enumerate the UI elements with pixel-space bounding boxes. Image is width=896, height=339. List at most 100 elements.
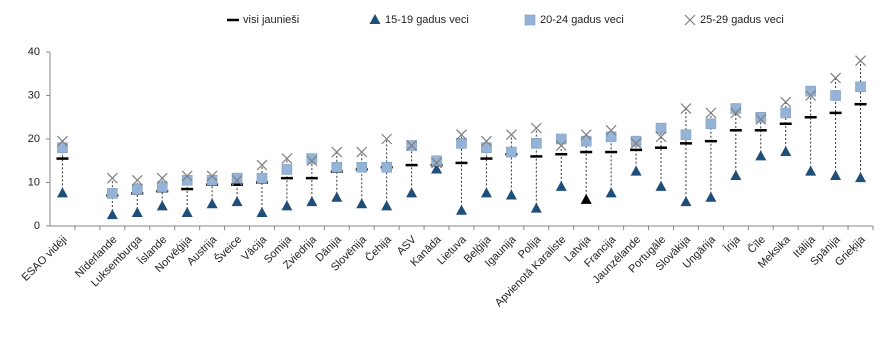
marker-cross bbox=[730, 107, 742, 119]
marker-square bbox=[605, 131, 617, 143]
marker-cross bbox=[780, 96, 792, 108]
cross-stroke bbox=[705, 107, 717, 119]
marker-square bbox=[755, 111, 767, 123]
legend-label: 25-29 gadus veci bbox=[700, 14, 784, 26]
cross-stroke bbox=[505, 129, 517, 141]
marker-square bbox=[680, 129, 692, 140]
cross-stroke bbox=[281, 153, 293, 164]
cross-stroke bbox=[684, 14, 696, 26]
cross-stroke bbox=[106, 172, 118, 184]
marker-cross bbox=[456, 129, 467, 141]
marker-square bbox=[780, 107, 792, 119]
marker-triangle bbox=[381, 200, 393, 211]
marker-square bbox=[107, 188, 118, 199]
y-tick-label: 10 bbox=[28, 176, 40, 188]
marker-cross bbox=[805, 90, 817, 101]
marker-triangle bbox=[580, 193, 592, 204]
marker-cross bbox=[256, 159, 268, 171]
marker-cross bbox=[630, 137, 642, 149]
marker-triangle bbox=[281, 200, 293, 211]
marker-cross bbox=[131, 174, 143, 186]
marker-square bbox=[705, 118, 717, 130]
cross-stroke bbox=[830, 72, 842, 84]
marker-cross bbox=[855, 55, 866, 67]
marker-triangle bbox=[206, 198, 218, 209]
x-tick-label: ESAO vidēji bbox=[20, 234, 70, 284]
marker-cross bbox=[680, 103, 692, 114]
marker-triangle bbox=[505, 189, 517, 200]
marker-square bbox=[281, 164, 293, 175]
cross-stroke bbox=[555, 140, 567, 151]
marker-square bbox=[481, 142, 492, 153]
marker-square bbox=[431, 155, 442, 167]
marker-triangle bbox=[605, 187, 617, 198]
marker-cross bbox=[830, 72, 842, 84]
marker-cross bbox=[580, 129, 592, 141]
legend-label: 15-19 gadus veci bbox=[385, 14, 469, 26]
legend-symbol bbox=[369, 14, 381, 24]
cross-stroke bbox=[406, 140, 418, 151]
cross-stroke bbox=[256, 159, 268, 171]
marker-square bbox=[57, 142, 68, 153]
x-tick-label: Īrija bbox=[722, 233, 744, 255]
marker-triangle bbox=[56, 187, 68, 198]
marker-square bbox=[381, 161, 392, 173]
marker-cross bbox=[755, 114, 767, 125]
cross-stroke bbox=[580, 129, 592, 141]
marker-square bbox=[331, 161, 343, 173]
legend-symbol bbox=[684, 14, 696, 26]
marker-square bbox=[206, 175, 218, 186]
cross-stroke bbox=[206, 170, 218, 182]
cross-stroke bbox=[456, 129, 467, 141]
marker-cross bbox=[331, 146, 343, 158]
marker-square bbox=[830, 90, 841, 101]
legend-label: visi jaunieši bbox=[243, 14, 299, 26]
cross-stroke bbox=[356, 146, 368, 158]
marker-cross bbox=[306, 155, 318, 167]
marker-triangle bbox=[306, 196, 318, 207]
cross-stroke bbox=[730, 107, 742, 119]
marker-cross bbox=[530, 122, 542, 134]
marker-square bbox=[231, 172, 243, 184]
marker-cross bbox=[206, 170, 218, 182]
marker-triangle bbox=[830, 169, 842, 180]
marker-triangle bbox=[805, 165, 817, 176]
marker-square bbox=[855, 81, 866, 93]
marker-square bbox=[730, 103, 742, 114]
marker-triangle bbox=[755, 150, 767, 161]
marker-square bbox=[181, 175, 193, 186]
cross-stroke bbox=[805, 90, 817, 101]
y-tick-label: 40 bbox=[28, 46, 40, 58]
marker-cross bbox=[705, 107, 717, 119]
x-tick-label: Čehija bbox=[363, 232, 395, 264]
marker-triangle bbox=[655, 180, 667, 191]
marker-triangle bbox=[855, 172, 867, 183]
cross-stroke bbox=[306, 155, 318, 167]
marker-square bbox=[131, 183, 143, 195]
cross-stroke bbox=[431, 157, 442, 169]
marker-triangle bbox=[780, 146, 792, 157]
marker-triangle bbox=[480, 187, 492, 198]
marker-square bbox=[805, 85, 816, 97]
marker-triangle bbox=[730, 169, 742, 180]
cross-stroke bbox=[481, 135, 492, 147]
y-tick-label: 30 bbox=[28, 89, 40, 101]
cross-stroke bbox=[57, 135, 68, 147]
cross-stroke bbox=[231, 174, 243, 186]
marker-cross bbox=[431, 157, 442, 169]
marker-square bbox=[356, 161, 368, 173]
marker-triangle bbox=[231, 196, 243, 207]
y-tick-label: 20 bbox=[28, 133, 40, 145]
marker-cross bbox=[156, 172, 168, 184]
marker-cross bbox=[505, 129, 517, 141]
marker-square bbox=[630, 135, 642, 147]
marker-cross bbox=[655, 131, 667, 143]
marker-square bbox=[156, 181, 168, 193]
marker-square bbox=[256, 172, 268, 184]
marker-cross bbox=[481, 135, 492, 147]
cross-stroke bbox=[181, 170, 193, 182]
marker-cross bbox=[181, 170, 193, 182]
marker-square bbox=[306, 153, 318, 164]
marker-triangle bbox=[530, 202, 542, 213]
